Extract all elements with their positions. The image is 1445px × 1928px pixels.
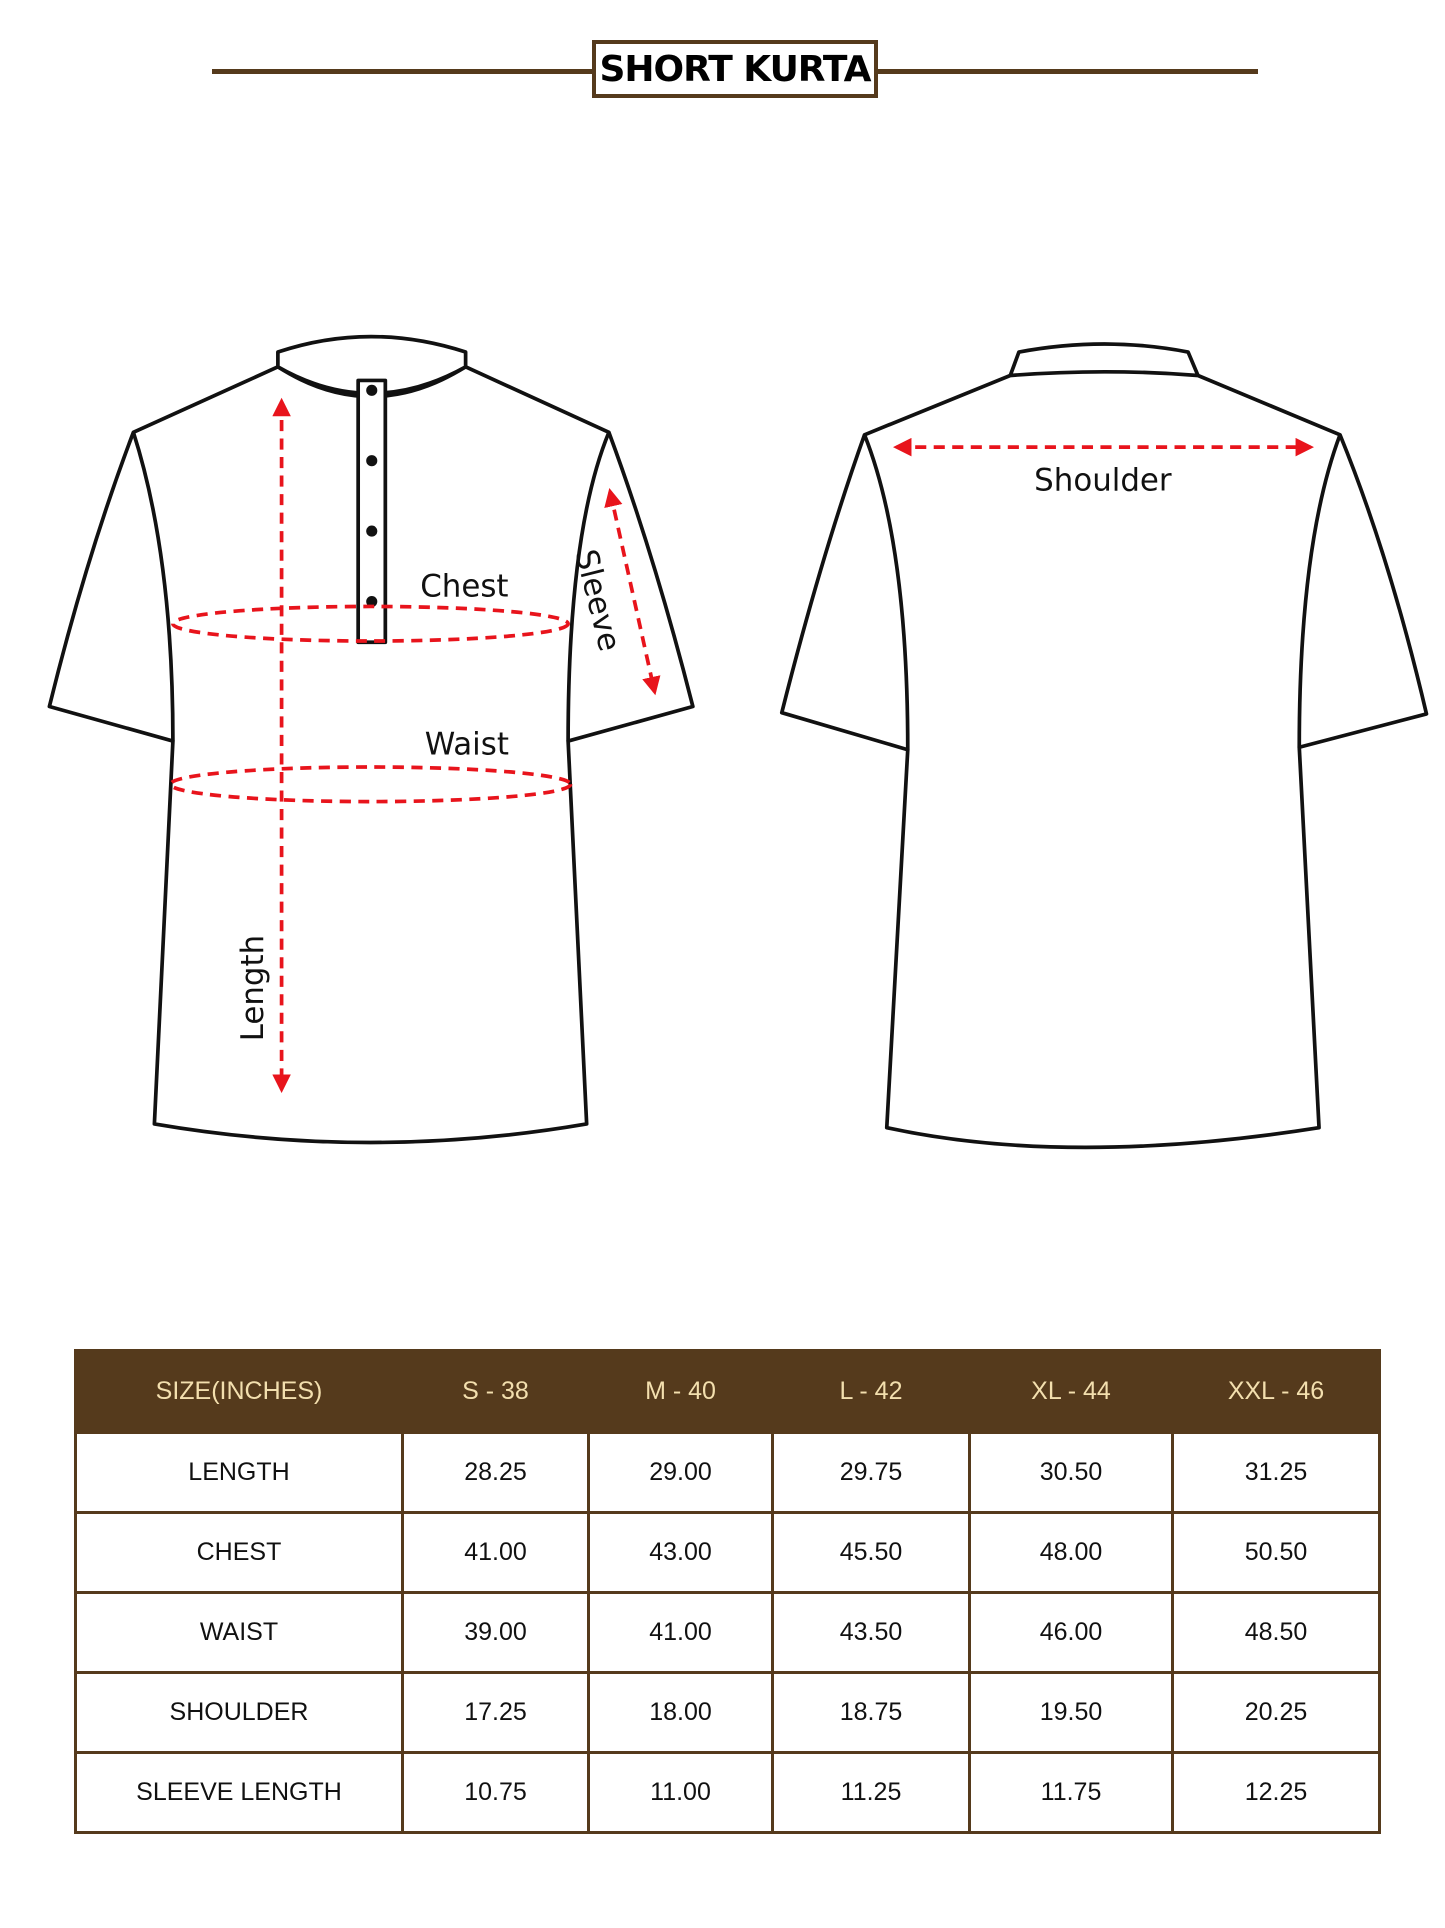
value-cell: 48.00 [968, 1511, 1174, 1594]
value-cell: 11.25 [771, 1751, 971, 1834]
value-cell: 18.75 [771, 1671, 971, 1754]
value-cell: 31.25 [1171, 1431, 1381, 1514]
row-label-cell: SHOULDER [74, 1671, 404, 1754]
value-cell: 28.25 [401, 1431, 590, 1514]
header-cell: XL - 44 [968, 1349, 1174, 1434]
value-cell: 30.50 [968, 1431, 1174, 1514]
table-row: CHEST 41.00 43.00 45.50 48.00 50.50 [74, 1511, 1381, 1594]
value-cell: 43.50 [771, 1591, 971, 1674]
length-label: Length [235, 935, 271, 1041]
value-cell: 46.00 [968, 1591, 1174, 1674]
size-chart-table: SIZE(INCHES) S - 38 M - 40 L - 42 XL - 4… [74, 1349, 1381, 1834]
value-cell: 11.75 [968, 1751, 1174, 1834]
value-cell: 45.50 [771, 1511, 971, 1594]
table-row: SHOULDER 17.25 18.00 18.75 19.50 20.25 [74, 1671, 1381, 1754]
value-cell: 18.00 [587, 1671, 774, 1754]
header-cell: XXL - 46 [1171, 1349, 1381, 1434]
value-cell: 19.50 [968, 1671, 1174, 1754]
header-cell: SIZE(INCHES) [74, 1349, 404, 1434]
value-cell: 41.00 [587, 1591, 774, 1674]
value-cell: 48.50 [1171, 1591, 1381, 1674]
header-cell: L - 42 [771, 1349, 971, 1434]
value-cell: 11.00 [587, 1751, 774, 1834]
page-title: SHORT KURTA [592, 40, 878, 98]
value-cell: 29.00 [587, 1431, 774, 1514]
chest-label: Chest [420, 569, 508, 605]
value-cell: 41.00 [401, 1511, 590, 1594]
chest-measure [171, 604, 570, 643]
header-cell: S - 38 [401, 1349, 590, 1434]
back-kurta [779, 342, 1429, 1150]
sleeve-arrow [604, 487, 661, 696]
value-cell: 20.25 [1171, 1671, 1381, 1754]
shoulder-label: Shoulder [1034, 462, 1172, 498]
table-header-row: SIZE(INCHES) S - 38 M - 40 L - 42 XL - 4… [74, 1349, 1381, 1434]
row-label-cell: CHEST [74, 1511, 404, 1594]
table-row: LENGTH 28.25 29.00 29.75 30.50 31.25 [74, 1431, 1381, 1514]
title-rule-left [212, 69, 594, 74]
row-label-cell: WAIST [74, 1591, 404, 1674]
row-label-cell: SLEEVE LENGTH [74, 1751, 404, 1834]
value-cell: 29.75 [771, 1431, 971, 1514]
front-measurements [168, 397, 661, 1094]
button-icons [366, 384, 378, 608]
value-cell: 17.25 [401, 1671, 590, 1754]
row-label-cell: LENGTH [74, 1431, 404, 1514]
value-cell: 50.50 [1171, 1511, 1381, 1594]
front-kurta [47, 334, 695, 1145]
value-cell: 39.00 [401, 1591, 590, 1674]
value-cell: 12.25 [1171, 1751, 1381, 1834]
value-cell: 43.00 [587, 1511, 774, 1594]
title-rule-right [876, 69, 1258, 74]
waist-measure [168, 765, 573, 804]
header-cell: M - 40 [587, 1349, 774, 1434]
table-row: SLEEVE LENGTH 10.75 11.00 11.25 11.75 12.25 [74, 1751, 1381, 1834]
table-row: WAIST 39.00 41.00 43.50 46.00 48.50 [74, 1591, 1381, 1674]
waist-label: Waist [425, 727, 509, 763]
value-cell: 10.75 [401, 1751, 590, 1834]
